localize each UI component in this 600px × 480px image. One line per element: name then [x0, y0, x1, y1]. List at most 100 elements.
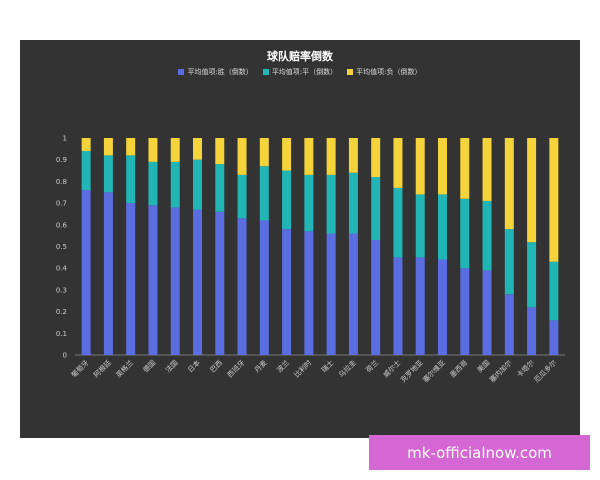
bar-segment-loss	[438, 138, 447, 195]
x-tick-label: 乌拉圭	[337, 358, 358, 379]
y-tick-label: 0	[63, 352, 67, 360]
bar-segment-loss	[415, 138, 425, 195]
watermark-banner: mk-officialnow.com	[369, 435, 590, 470]
legend-swatch-draw	[262, 69, 269, 75]
x-tick-label: 葡萄牙	[69, 358, 90, 379]
bar-segment-draw	[438, 194, 447, 260]
legend-label-win: 平均值项:胜（倒数）	[187, 68, 253, 76]
y-tick-label: 0.3	[56, 286, 67, 294]
bar-segment-loss	[527, 138, 537, 243]
y-tick-label: 0.1	[56, 330, 67, 338]
x-tick-label: 塞内加尔	[488, 358, 514, 384]
x-tick-label: 塞尔维亚	[421, 358, 447, 384]
x-tick-label: 阿根廷	[92, 358, 113, 379]
bar-segment-loss	[348, 138, 358, 173]
x-tick-label: 日本	[186, 358, 202, 374]
bar-segment-draw	[193, 159, 202, 210]
x-tick-label: 瑞士	[319, 358, 335, 374]
bar-segment-loss	[148, 138, 158, 162]
bar-segment-win	[193, 209, 202, 355]
x-tick-label: 西班牙	[225, 358, 246, 379]
x-tick-label: 法国	[163, 358, 179, 374]
x-tick-label: 波兰	[275, 358, 291, 374]
x-tick-label: 荷兰	[364, 358, 380, 374]
bar-segment-draw	[237, 174, 247, 219]
x-tick-label: 克罗地亚	[398, 358, 424, 384]
legend-label-loss: 平均值项:负（倒数）	[356, 68, 422, 76]
bar-segment-loss	[193, 138, 202, 160]
bar-segment-win	[126, 203, 136, 355]
bar-segment-loss	[81, 138, 91, 152]
bar-segment-draw	[460, 198, 470, 269]
bar-segment-win	[282, 229, 292, 355]
bar-segment-loss	[126, 138, 136, 156]
bar-segment-loss	[237, 138, 247, 175]
bar-segment-draw	[148, 161, 158, 206]
bar-segment-draw	[215, 164, 225, 212]
bar-segment-win	[103, 192, 113, 355]
bar-segment-win	[215, 211, 225, 355]
bar-segment-loss	[504, 138, 514, 230]
legend-item-draw: 平均值项:平（倒数）	[262, 67, 338, 77]
x-tick-label: 厄瓜多尔	[532, 358, 558, 384]
bar-segment-loss	[482, 138, 492, 201]
bar-segment-win	[326, 233, 336, 355]
bar-segment-win	[415, 257, 425, 355]
bar-segment-loss	[304, 138, 314, 175]
bar-segment-draw	[326, 174, 336, 234]
bar-segment-win	[259, 220, 269, 355]
chart-title: 球队赔率倒数	[267, 50, 333, 63]
bar-segment-loss	[215, 138, 225, 165]
y-tick-label: 0.5	[56, 243, 67, 251]
legend-item-win: 平均值项:胜（倒数）	[178, 67, 253, 77]
y-tick-label: 0.4	[56, 265, 68, 273]
bar-segment-win	[170, 207, 180, 355]
bar-segment-draw	[259, 166, 269, 221]
y-tick-label: 0.2	[56, 308, 67, 316]
bar-segment-win	[393, 257, 403, 355]
bar-segment-win	[549, 320, 559, 355]
y-tick-label: 0.7	[56, 200, 67, 208]
x-tick-label: 英格兰	[114, 358, 135, 379]
y-tick-label: 0.9	[56, 156, 67, 164]
x-tick-label: 墨西哥	[449, 359, 470, 380]
x-tick-label: 卡塔尔	[515, 358, 536, 379]
bar-segment-loss	[460, 138, 470, 199]
bar-segment-draw	[348, 172, 358, 234]
legend-item-loss: 平均值项:负（倒数）	[347, 67, 422, 77]
bar-segment-loss	[371, 138, 381, 178]
bar-segment-win	[348, 233, 358, 355]
bar-segment-win	[237, 218, 247, 355]
bar-segment-loss	[259, 138, 269, 167]
bar-segment-draw	[282, 170, 292, 230]
bar-segment-draw	[103, 155, 113, 193]
bar-segment-draw	[304, 174, 314, 232]
bar-segment-loss	[393, 138, 403, 188]
chart-legend: 平均值项:胜（倒数） 平均值项:平（倒数） 平均值项:负（倒数）	[20, 67, 580, 77]
bar-segment-win	[527, 307, 537, 355]
bar-segment-win	[504, 294, 514, 355]
x-tick-label: 威尔士	[381, 358, 402, 379]
bar-segment-draw	[393, 187, 403, 258]
x-tick-label: 比利时	[292, 358, 313, 379]
bar-segment-draw	[126, 155, 136, 204]
bar-segment-loss	[326, 138, 336, 175]
x-tick-label: 丹麦	[252, 358, 268, 374]
y-tick-label: 0.6	[56, 221, 68, 229]
bar-segment-draw	[527, 242, 537, 308]
bar-segment-loss	[103, 138, 113, 156]
x-tick-label: 美国	[475, 358, 491, 374]
bar-segment-win	[460, 268, 470, 355]
legend-swatch-loss	[347, 69, 354, 75]
legend-label-draw: 平均值项:平（倒数）	[271, 68, 338, 76]
legend-swatch-win	[178, 69, 185, 75]
bar-segment-draw	[549, 261, 559, 321]
bar-segment-win	[304, 231, 314, 355]
bar-segment-draw	[504, 229, 514, 295]
bar-segment-win	[371, 239, 381, 355]
y-tick-label: 0.8	[56, 178, 67, 186]
bar-segment-draw	[482, 200, 492, 271]
bar-segment-loss	[170, 138, 180, 162]
bar-segment-draw	[170, 161, 180, 208]
stacked-bar-chart: 0 0.1 0.2 0.3 0.4 0.5 0.6 0.7 0.8 0.9 1 葡萄牙 阿根廷 英格兰 德国…	[56, 135, 565, 384]
